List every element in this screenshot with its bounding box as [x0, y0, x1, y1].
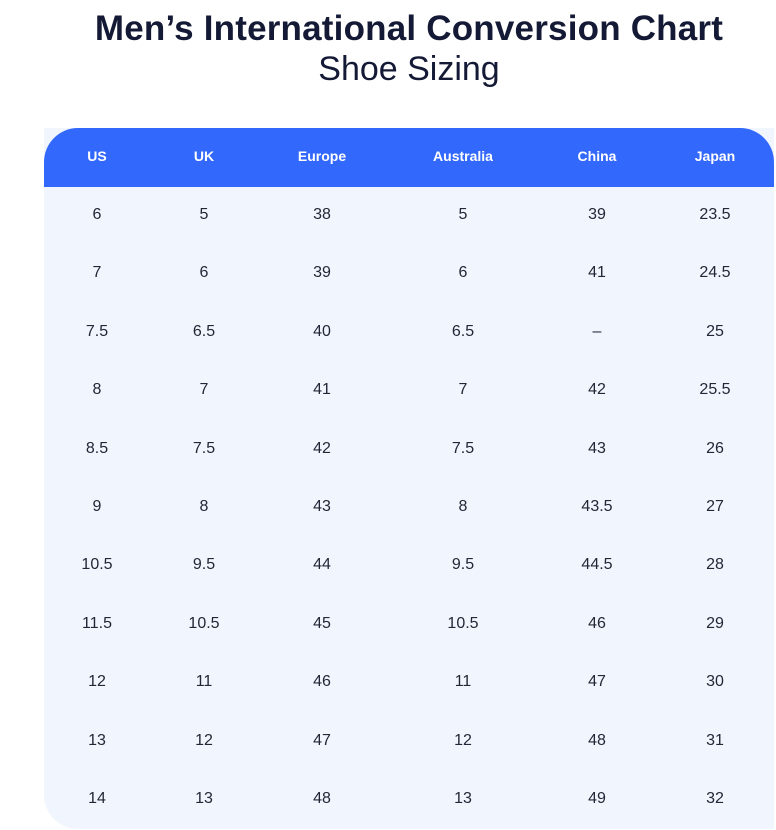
- table-cell: 14: [88, 790, 106, 807]
- table-cell: 42: [313, 439, 331, 457]
- table-cell: 43: [313, 498, 331, 515]
- table-cell: 7.5: [85, 322, 109, 340]
- table-cell: 26: [706, 439, 724, 457]
- table-cell: 10.5: [81, 556, 113, 574]
- table-cell: 10.5: [447, 614, 479, 632]
- table-cell: 44: [313, 556, 331, 574]
- table-cell: 40: [313, 322, 331, 340]
- table-cell: 30: [706, 673, 724, 691]
- table-cell: 6: [199, 264, 209, 282]
- table-cell: 39: [313, 264, 331, 282]
- table-cell: 5: [199, 206, 209, 223]
- table-cell: 6.5: [192, 322, 216, 340]
- table-cell: 49: [588, 790, 606, 807]
- table-cell: 45: [313, 614, 331, 632]
- table-cell: 43: [588, 439, 606, 457]
- table-cell: 47: [588, 673, 606, 691]
- header-uk: UK: [193, 148, 215, 164]
- table-cell: 6.5: [451, 322, 475, 340]
- table-cell: 7: [92, 264, 102, 282]
- table-cell: 11.5: [82, 614, 112, 632]
- table-cell: 48: [588, 731, 606, 749]
- table-cell: 6: [92, 206, 102, 223]
- table-cell: 11: [454, 673, 472, 691]
- table-cell: 7: [199, 381, 209, 399]
- table-cell: 23.5: [699, 206, 731, 223]
- table-cell: 8: [199, 498, 209, 515]
- table-cell: 38: [313, 206, 331, 223]
- header-china: China: [577, 148, 617, 164]
- conversion-table: US UK Europe Australia China Japan 6 5 38 5 39 23.…: [44, 128, 774, 829]
- table-cell: 9.5: [192, 556, 216, 574]
- page-title: Men’s International Conversion Chart: [94, 9, 724, 48]
- table-cell: 48: [313, 790, 331, 807]
- table-cell: 44.5: [581, 556, 613, 574]
- table-cell: 47: [313, 731, 331, 749]
- table-cell: 29: [706, 614, 724, 632]
- table-cell: 8: [458, 498, 468, 515]
- table-cell: 46: [588, 614, 606, 632]
- table-cell: 41: [588, 264, 606, 282]
- table-cell: 7.5: [192, 439, 216, 457]
- header-europe: Europe: [297, 148, 347, 164]
- table-cell: 9: [92, 498, 102, 515]
- table-cell: 43.5: [581, 498, 613, 515]
- table-cell: 41: [313, 381, 331, 399]
- table-cell: 5: [458, 206, 468, 223]
- table-cell: 8.5: [85, 439, 109, 457]
- table-cell: 28: [706, 556, 724, 574]
- table-cell: 25: [706, 322, 724, 340]
- table-cell: 42: [588, 381, 606, 399]
- table-cell: 8: [92, 381, 102, 399]
- header-us: US: [87, 148, 107, 164]
- table-cell: –: [592, 322, 602, 340]
- table-cell: 13: [88, 731, 106, 749]
- table-header: US UK Europe Australia China Japan: [44, 128, 774, 187]
- table-cell: 6: [458, 264, 468, 282]
- header-australia: Australia: [433, 148, 493, 164]
- table-cell: 39: [588, 206, 606, 223]
- table-cell: 25.5: [699, 381, 731, 399]
- table-cell: 12: [195, 731, 213, 749]
- table-cell: 27: [706, 498, 724, 515]
- table-cell: 7: [458, 381, 468, 399]
- table-cell: 9.5: [451, 556, 475, 574]
- table-cell: 31: [706, 731, 724, 749]
- table-cell: 13: [195, 790, 213, 807]
- table-cell: 24.5: [699, 264, 731, 282]
- table-cell: 12: [88, 673, 106, 691]
- table-cell: 46: [313, 673, 331, 691]
- page-subtitle: Shoe Sizing: [318, 50, 500, 88]
- table-cell: 32: [706, 790, 724, 807]
- table-cell: 10.5: [188, 614, 220, 632]
- table-cell: 12: [454, 731, 472, 749]
- table-cell: 7.5: [451, 439, 475, 457]
- table-cell: 11: [195, 673, 213, 691]
- header-japan: Japan: [694, 148, 736, 164]
- table-cell: 13: [454, 790, 472, 807]
